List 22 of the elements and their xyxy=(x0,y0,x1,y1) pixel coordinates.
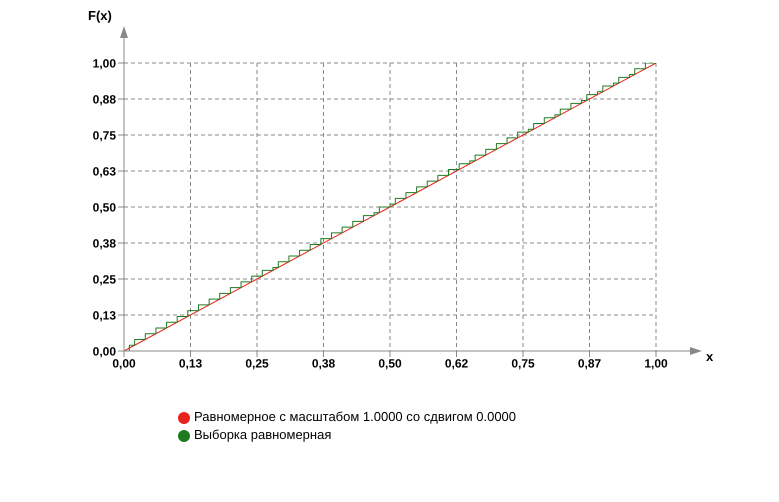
x-tick-label: 0,25 xyxy=(245,356,269,371)
x-tick-label: 0,50 xyxy=(378,356,402,371)
x-tick-label: 0,62 xyxy=(444,356,468,371)
y-tick-label: 0,88 xyxy=(92,92,116,106)
y-tick-label: 0,50 xyxy=(92,200,116,214)
y-tick-label: 0,25 xyxy=(92,272,116,286)
legend-label: Равномерное с масштабом 1.0000 со сдвигом 0.0000 xyxy=(194,409,516,424)
x-axis-title: x xyxy=(706,349,714,364)
y-tick-label: 0,38 xyxy=(92,236,116,250)
x-tick-label: 0,13 xyxy=(178,356,202,371)
y-axis-title: F(x) xyxy=(88,8,112,23)
x-tick-label: 0,38 xyxy=(312,356,336,371)
y-tick-label: 0,75 xyxy=(92,128,116,142)
x-tick-label: 0,87 xyxy=(578,356,602,371)
y-tick-label: 0,63 xyxy=(92,164,116,178)
legend-label: Выборка равномерная xyxy=(194,427,332,442)
y-tick-label: 1,00 xyxy=(92,56,116,70)
x-tick-label: 0,75 xyxy=(511,356,535,371)
y-tick-label: 0,00 xyxy=(92,344,116,358)
y-tick-label: 0,13 xyxy=(92,308,116,322)
x-tick-label: 0,00 xyxy=(112,356,136,371)
x-tick-label: 1,00 xyxy=(644,356,668,371)
